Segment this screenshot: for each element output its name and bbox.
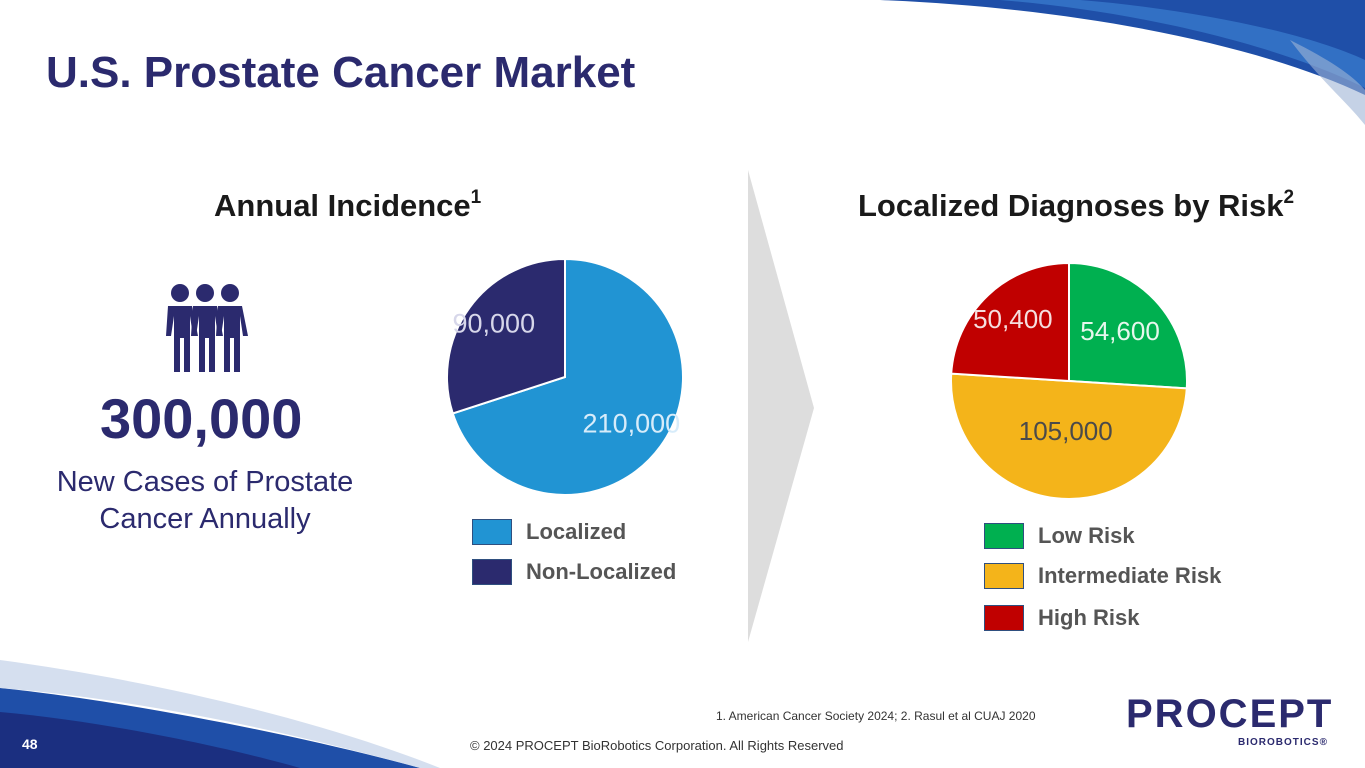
procept-logo-wordmark: PROCEPT	[1126, 692, 1334, 736]
risk-legend: Low Risk Intermediate Risk High Risk	[984, 521, 1221, 633]
legend-label-non-localized: Non-Localized	[526, 559, 677, 584]
risk-label-low-risk: 54,600	[1080, 316, 1160, 346]
risk-heading: Localized Diagnoses by Risk2	[858, 186, 1295, 224]
legend-item-low-risk: Low Risk	[984, 521, 1221, 551]
page-number: 48	[22, 736, 38, 752]
legend-item-high-risk: High Risk	[984, 603, 1221, 633]
legend-label-low-risk: Low Risk	[1038, 523, 1135, 548]
incidence-legend: Localized Non-Localized	[472, 517, 676, 587]
footnote-sources: 1. American Cancer Society 2024; 2. Rasu…	[716, 709, 1036, 723]
legend-swatch-high-risk	[984, 605, 1024, 631]
bottom-left-swoosh-light	[0, 660, 440, 768]
legend-item-non-localized: Non-Localized	[472, 557, 676, 587]
incidence-heading: Annual Incidence1	[214, 186, 482, 224]
incidence-slice-non-localized	[446, 257, 566, 415]
risk-pie-chart: 54,600 105,000 50,400	[950, 261, 1188, 500]
people-group-icon	[166, 284, 248, 372]
incidence-slice-localized	[451, 257, 684, 496]
risk-label-intermediate-risk: 105,000	[1019, 416, 1113, 446]
incidence-label-localized: 210,000	[583, 408, 681, 438]
legend-swatch-localized	[472, 519, 512, 545]
copyright-notice: © 2024 PROCEPT BioRobotics Corporation. …	[470, 738, 844, 753]
logo-registered-mark: ®	[1319, 737, 1328, 748]
logo-subtitle-text: BioRobotics	[1238, 737, 1320, 748]
risk-slice-intermediate-risk	[950, 372, 1188, 500]
legend-label-high-risk: High Risk	[1038, 605, 1140, 630]
incidence-pie-chart: 210,000 90,000	[446, 257, 684, 496]
incidence-footnote-ref: 1	[470, 186, 482, 208]
risk-slice-high-risk	[950, 261, 1070, 383]
bottom-left-swoosh-dark	[0, 712, 300, 768]
incidence-label-non-localized: 90,000	[453, 308, 536, 338]
risk-heading-text: Localized Diagnoses by Risk	[858, 188, 1284, 223]
divider-chevron	[748, 170, 814, 642]
legend-item-localized: Localized	[472, 517, 676, 547]
risk-label-high-risk: 50,400	[973, 304, 1053, 334]
incidence-heading-text: Annual Incidence	[214, 188, 471, 223]
slide-title: U.S. Prostate Cancer Market	[46, 48, 636, 97]
top-right-swoosh-light	[1000, 0, 1365, 88]
legend-swatch-low-risk	[984, 523, 1024, 549]
total-cases-number: 300,000	[100, 387, 303, 450]
total-cases-description: New Cases of Prostate Cancer Annually	[56, 466, 354, 535]
risk-footnote-ref: 2	[1283, 186, 1295, 208]
top-right-swoosh-edge	[1290, 40, 1365, 125]
legend-label-localized: Localized	[526, 519, 627, 544]
legend-label-intermediate-risk: Intermediate Risk	[1038, 563, 1222, 588]
procept-logo-subtitle: BioRobotics®	[1238, 737, 1328, 748]
legend-item-intermediate-risk: Intermediate Risk	[984, 561, 1221, 591]
legend-swatch-intermediate-risk	[984, 563, 1024, 589]
risk-slice-low-risk	[1068, 261, 1188, 390]
legend-swatch-non-localized	[472, 559, 512, 585]
